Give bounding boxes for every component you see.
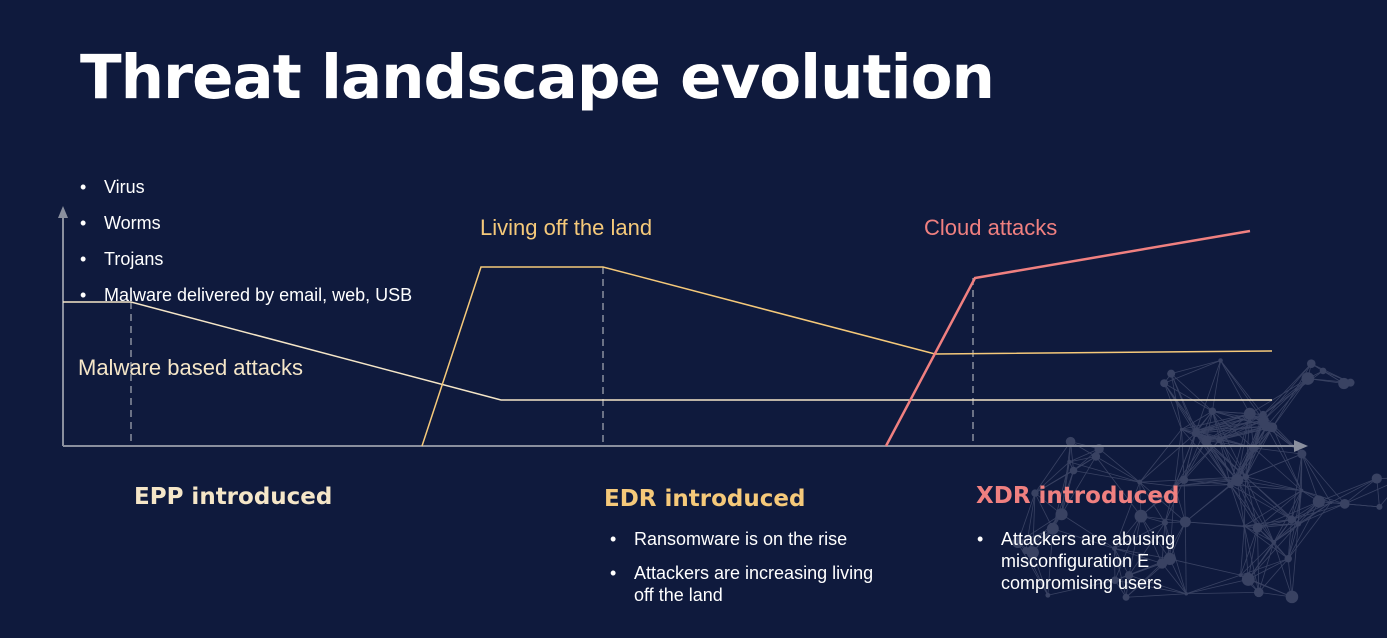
list-item: Attackers are abusing misconfiguration E… bbox=[975, 528, 1216, 594]
list-item: Attackers are increasing living off the … bbox=[608, 562, 874, 606]
living-off-land-trend-line bbox=[421, 266, 1273, 447]
cloud-attacks-trend-line bbox=[884, 229, 1251, 447]
malware-bullet-list: Virus Worms Trojans Malware delivered by… bbox=[78, 176, 412, 320]
living-off-the-land-label: Living off the land bbox=[480, 215, 653, 240]
xdr-bullet-list: Attackers are abusing misconfiguration E… bbox=[975, 528, 1235, 594]
y-axis-arrow bbox=[58, 206, 68, 218]
list-item: Ransomware is on the rise bbox=[608, 528, 874, 550]
malware-based-attacks-label: Malware based attacks bbox=[78, 355, 303, 380]
epp-introduced-heading: EPP introduced bbox=[134, 484, 333, 510]
list-item: Virus bbox=[78, 176, 412, 198]
x-axis-arrow bbox=[1294, 440, 1308, 452]
cloud-attacks-label: Cloud attacks bbox=[924, 215, 1058, 240]
list-item: Malware delivered by email, web, USB bbox=[78, 284, 412, 306]
edr-bullet-list: Ransomware is on the rise Attackers are … bbox=[608, 528, 874, 618]
list-item: Trojans bbox=[78, 248, 412, 270]
list-item: Worms bbox=[78, 212, 412, 234]
xdr-introduced-heading: XDR introduced bbox=[976, 483, 1180, 509]
page-title: Threat landscape evolution bbox=[80, 42, 995, 113]
edr-introduced-heading: EDR introduced bbox=[604, 486, 806, 512]
